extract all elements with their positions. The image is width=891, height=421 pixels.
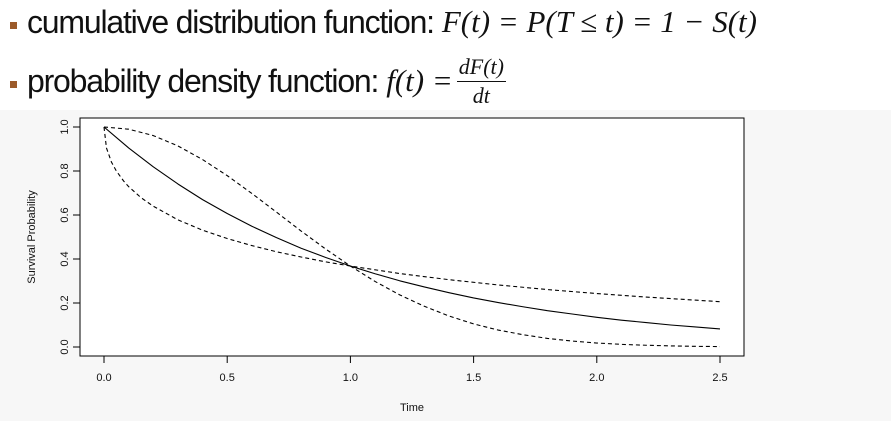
x-tick-label: 0.5 bbox=[220, 372, 235, 384]
pdf-label: probability density function: bbox=[27, 62, 379, 99]
x-tick-label: 1.0 bbox=[343, 372, 358, 384]
x-tick-label: 2.0 bbox=[589, 372, 604, 384]
plot-frame bbox=[79, 117, 745, 357]
y-tick-label: 0.2 bbox=[59, 295, 71, 310]
x-tick-label: 2.5 bbox=[712, 372, 727, 384]
y-tick-label: 0.8 bbox=[59, 163, 71, 178]
pdf-numerator: dF(t) bbox=[456, 54, 506, 82]
y-tick-label: 0.4 bbox=[59, 251, 71, 266]
cdf-formula: F(t) = P(T ≤ t) = 1 − S(t) bbox=[441, 4, 757, 39]
y-tick-label: 0.6 bbox=[59, 207, 71, 222]
survival-chart-panel: 0.0 0.5 1.0 1.5 2.0 2.5 0.0 0.2 0.4 0.6 0.8 1.0 Time… bbox=[0, 110, 891, 421]
pdf-lhs: f(t) = bbox=[386, 63, 453, 98]
pdf-definition-line: probability density function: f(t) = dF(… bbox=[10, 48, 506, 114]
cdf-definition-line: cumulative distribution function: F(t) =… bbox=[10, 2, 757, 42]
x-tick-label: 1.5 bbox=[466, 372, 481, 384]
pdf-denominator: dt bbox=[472, 82, 490, 108]
y-tick-label: 1.0 bbox=[59, 119, 71, 134]
survival-curve-2 bbox=[103, 126, 721, 303]
survival-curve-1 bbox=[103, 126, 721, 330]
survival-curve-3 bbox=[103, 126, 721, 348]
y-tick-label: 0.0 bbox=[59, 339, 71, 354]
x-tick-label: 0.0 bbox=[96, 372, 111, 384]
y-axis-title: Survival Probability bbox=[26, 190, 38, 284]
pdf-formula: f(t) = dF(t) dt bbox=[386, 54, 506, 109]
survival-chart: 0.0 0.5 1.0 1.5 2.0 2.5 0.0 0.2 0.4 0.6 0.8 1.0 Time… bbox=[26, 117, 745, 414]
x-axis-title: Time bbox=[400, 402, 424, 414]
bullet-icon bbox=[10, 80, 17, 88]
pdf-fraction: dF(t) dt bbox=[456, 54, 506, 109]
bullet-icon bbox=[10, 21, 17, 29]
cdf-label: cumulative distribution function: bbox=[27, 3, 435, 40]
